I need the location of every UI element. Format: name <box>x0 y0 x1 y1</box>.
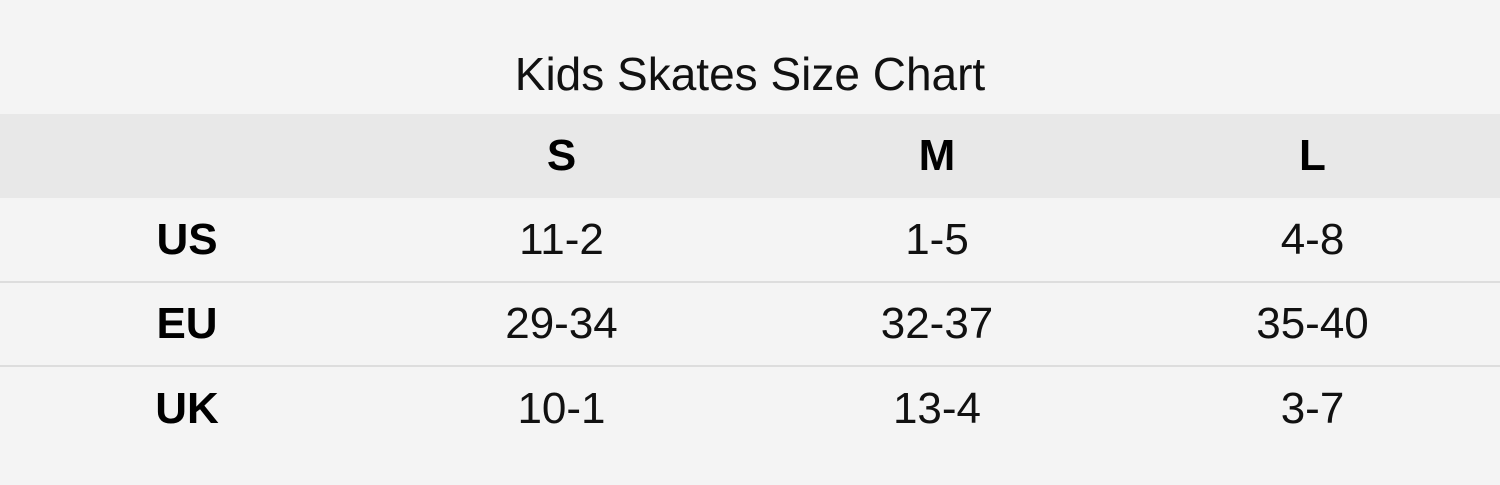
size-chart-table: S M L US 11-2 1-5 4-8 EU 29-34 32-37 35-… <box>0 114 1500 450</box>
chart-title: Kids Skates Size Chart <box>514 48 986 100</box>
header-cell-s: S <box>546 131 577 180</box>
cell-us-s: 11-2 <box>374 198 749 283</box>
cell-us-l: 4-8 <box>1125 198 1500 283</box>
cell-uk-s: 10-1 <box>517 383 606 433</box>
cell-uk-l: 3-7 <box>1280 383 1345 433</box>
header-cell-m: M <box>918 131 956 180</box>
cell-eu-l: 35-40 <box>1125 282 1500 367</box>
header-cell-l: L <box>1299 131 1326 180</box>
cell-eu-m: 32-37 <box>749 282 1125 367</box>
row-label-us: US <box>0 198 374 283</box>
row-label-eu: EU <box>0 282 374 367</box>
header-row: S M L <box>0 114 1500 198</box>
table-row-uk: UK 10-1 13-4 3-7 <box>0 366 1500 450</box>
row-label-uk: UK <box>155 383 219 433</box>
cell-us-m: 1-5 <box>749 198 1125 283</box>
table-row-us: US 11-2 1-5 4-8 <box>0 198 1500 283</box>
cell-eu-s: 29-34 <box>374 282 749 367</box>
header-cell-empty <box>0 114 374 198</box>
table-row-eu: EU 29-34 32-37 35-40 <box>0 282 1500 367</box>
cell-uk-m: 13-4 <box>892 383 982 433</box>
